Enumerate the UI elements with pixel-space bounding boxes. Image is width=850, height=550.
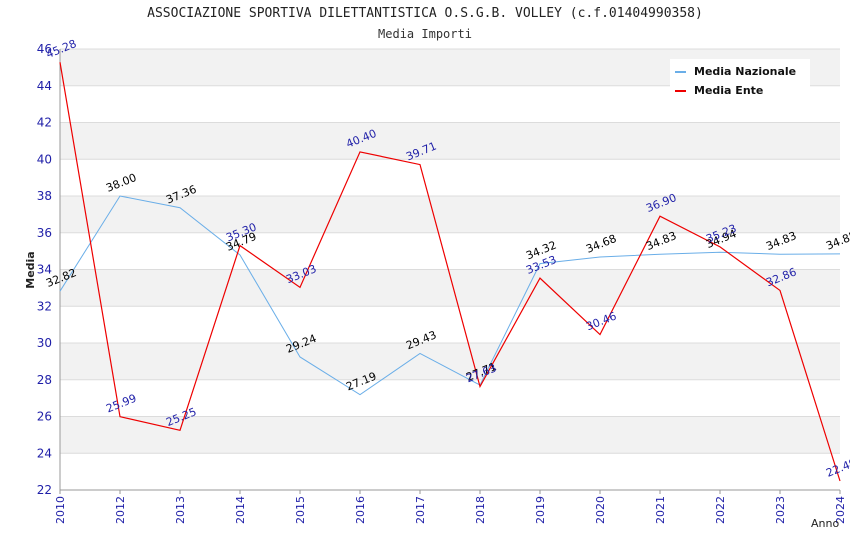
y-tick-label: 38 — [37, 189, 52, 203]
x-tick-label: 2013 — [174, 496, 187, 524]
y-tick-label: 34 — [37, 263, 52, 277]
x-tick-label: 2019 — [534, 496, 547, 524]
grid-band — [60, 196, 840, 233]
y-tick-label: 28 — [37, 373, 52, 387]
x-tick-label: 2024 — [834, 496, 847, 524]
y-tick-label: 26 — [37, 410, 52, 424]
data-label: 22.49 — [824, 456, 850, 480]
y-tick-label: 46 — [37, 42, 52, 56]
y-tick-label: 40 — [37, 152, 52, 166]
series-line-media-nazionale — [59, 195, 841, 396]
chart-title: ASSOCIAZIONE SPORTIVA DILETTANTISTICA O.… — [147, 6, 703, 21]
legend-label: Media Nazionale — [694, 65, 796, 78]
grid-band — [60, 416, 840, 454]
x-tick-label: 2017 — [414, 496, 427, 524]
data-label: 25.99 — [104, 392, 138, 416]
x-tick-label: 2012 — [114, 496, 127, 524]
grid-band — [60, 343, 840, 380]
y-tick-label: 22 — [37, 483, 52, 497]
x-tick-label: 2023 — [774, 496, 787, 524]
x-tick-label: 2010 — [54, 496, 67, 524]
x-tick-label: 2020 — [594, 496, 607, 524]
y-tick-label: 24 — [37, 446, 52, 460]
grid-band — [60, 122, 840, 160]
x-tick-label: 2022 — [714, 496, 727, 524]
y-axis-title: Media — [24, 251, 37, 288]
data-label: 38.00 — [104, 171, 138, 195]
x-axis-title: Anno — [811, 517, 839, 530]
legend-label: Media Ente — [694, 84, 763, 97]
series-line-media-ente — [59, 62, 841, 482]
data-label: 30.46 — [584, 309, 618, 333]
data-label: 34.68 — [584, 232, 618, 256]
y-tick-label: 44 — [37, 79, 52, 93]
x-tick-label: 2014 — [234, 496, 247, 524]
y-tick-label: 30 — [37, 336, 52, 350]
x-tick-label: 2016 — [354, 496, 367, 524]
y-tick-label: 42 — [37, 116, 52, 130]
x-tick-label: 2015 — [294, 496, 307, 524]
y-tick-label: 32 — [37, 299, 52, 313]
chart-subtitle: Media Importi — [378, 27, 472, 41]
x-tick-label: 2021 — [654, 496, 667, 524]
x-tick-label: 2018 — [474, 496, 487, 524]
legend-box — [670, 59, 810, 101]
y-tick-label: 36 — [37, 226, 52, 240]
